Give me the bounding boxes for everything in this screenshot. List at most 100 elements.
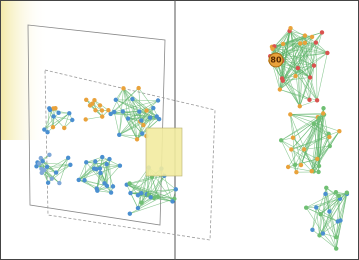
node bbox=[42, 127, 46, 131]
node bbox=[293, 74, 297, 78]
node bbox=[312, 63, 316, 67]
node bbox=[148, 115, 152, 119]
node bbox=[139, 118, 143, 122]
node bbox=[334, 235, 338, 239]
node bbox=[304, 205, 308, 209]
node bbox=[136, 86, 140, 90]
node bbox=[323, 192, 327, 196]
node bbox=[84, 117, 88, 121]
node bbox=[315, 98, 319, 102]
node bbox=[303, 41, 307, 45]
node bbox=[98, 171, 102, 175]
node bbox=[307, 98, 311, 102]
node bbox=[139, 200, 143, 204]
node bbox=[337, 194, 341, 198]
node bbox=[84, 160, 88, 164]
node bbox=[111, 184, 115, 188]
node bbox=[114, 98, 118, 102]
node bbox=[148, 195, 152, 199]
node bbox=[298, 41, 302, 45]
node bbox=[104, 162, 108, 166]
node bbox=[327, 135, 331, 139]
tooltip bbox=[146, 128, 182, 176]
node bbox=[93, 108, 97, 112]
node bbox=[288, 26, 292, 30]
node bbox=[327, 209, 331, 213]
node bbox=[127, 181, 131, 185]
node bbox=[137, 109, 141, 113]
node bbox=[106, 108, 110, 112]
highlight-glow bbox=[0, 0, 48, 140]
node bbox=[37, 161, 41, 165]
node bbox=[288, 112, 292, 116]
node bbox=[56, 111, 60, 115]
node bbox=[278, 87, 282, 91]
node bbox=[299, 163, 303, 167]
node bbox=[121, 86, 125, 90]
node bbox=[94, 167, 98, 171]
node bbox=[321, 111, 325, 115]
node bbox=[100, 114, 104, 118]
node bbox=[174, 187, 178, 191]
node bbox=[136, 206, 140, 210]
node bbox=[170, 199, 174, 203]
node bbox=[314, 205, 318, 209]
node bbox=[296, 66, 300, 70]
node bbox=[118, 163, 122, 167]
node bbox=[334, 190, 338, 194]
node bbox=[93, 159, 97, 163]
node bbox=[140, 131, 144, 135]
node bbox=[98, 103, 102, 107]
node bbox=[321, 106, 325, 110]
node bbox=[286, 165, 290, 169]
node bbox=[50, 176, 54, 180]
node bbox=[317, 164, 321, 168]
node bbox=[298, 104, 302, 108]
node bbox=[312, 122, 316, 126]
node bbox=[321, 231, 325, 235]
node bbox=[294, 170, 298, 174]
node bbox=[324, 186, 328, 190]
node bbox=[139, 191, 143, 195]
node bbox=[128, 211, 132, 215]
node bbox=[100, 108, 104, 112]
node bbox=[314, 40, 318, 44]
node bbox=[310, 35, 314, 39]
node bbox=[62, 126, 66, 130]
node bbox=[108, 112, 112, 116]
node bbox=[128, 191, 132, 195]
node bbox=[310, 169, 314, 173]
node-label: 80 bbox=[270, 56, 282, 65]
node bbox=[337, 129, 341, 133]
node bbox=[98, 166, 102, 170]
node bbox=[316, 170, 320, 174]
node bbox=[155, 114, 159, 118]
node bbox=[289, 147, 293, 151]
node bbox=[48, 108, 52, 112]
node bbox=[84, 98, 88, 102]
node bbox=[281, 78, 285, 82]
node bbox=[117, 133, 121, 137]
node bbox=[317, 116, 321, 120]
node bbox=[70, 118, 74, 122]
node bbox=[270, 47, 274, 51]
node bbox=[156, 98, 160, 102]
node bbox=[45, 165, 49, 169]
node bbox=[279, 138, 283, 142]
node bbox=[151, 106, 155, 110]
node bbox=[67, 111, 71, 115]
node bbox=[325, 51, 329, 55]
node bbox=[328, 144, 332, 148]
node bbox=[135, 137, 139, 141]
node bbox=[57, 181, 61, 185]
node bbox=[51, 114, 55, 118]
node bbox=[82, 178, 86, 182]
node bbox=[121, 109, 125, 113]
node bbox=[100, 155, 104, 159]
node bbox=[338, 218, 342, 222]
node bbox=[156, 194, 160, 198]
node bbox=[302, 147, 306, 151]
node bbox=[126, 116, 130, 120]
node bbox=[144, 108, 148, 112]
node bbox=[281, 42, 285, 46]
